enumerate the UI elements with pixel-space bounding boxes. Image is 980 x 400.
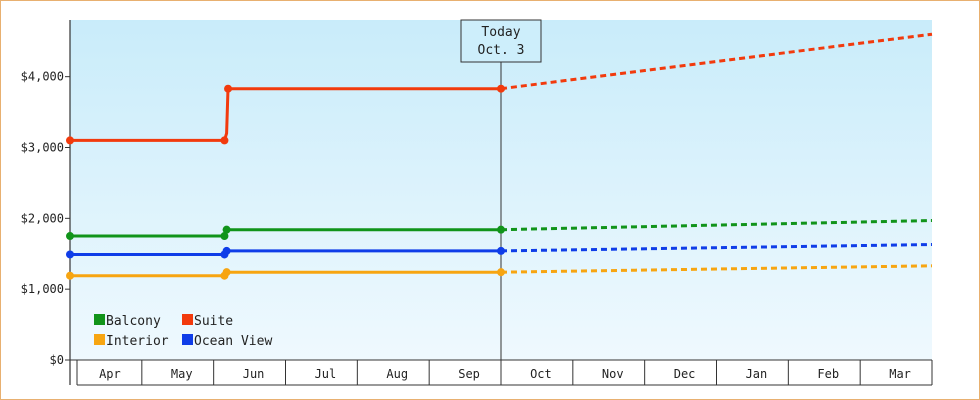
legend-swatch <box>182 334 193 345</box>
x-tick-label: Aug <box>386 367 408 381</box>
series-balcony-point <box>497 225 505 234</box>
series-ocean-view-point <box>222 246 231 255</box>
y-tick-label: $1,000 <box>21 282 64 296</box>
y-tick-label: $2,000 <box>21 211 64 225</box>
x-tick-label: Sep <box>458 367 480 381</box>
series-interior-forecast <box>500 264 933 274</box>
series-suite-point <box>224 84 233 93</box>
series-ocean-view-point <box>497 246 505 255</box>
series-group <box>66 32 933 280</box>
legend-swatch <box>94 334 105 345</box>
series-balcony-point <box>222 225 231 234</box>
y-axis-ticks: $0 $1,000 $2,000 $3,000 $4,000 <box>21 20 71 385</box>
series-interior-point <box>497 268 505 277</box>
today-date: Oct. 3 <box>478 43 525 58</box>
x-tick-label: Mar <box>889 367 911 381</box>
x-axis: Apr May Jun Jul Aug Sep Oct Nov Dec Jan Feb Mar <box>70 359 933 386</box>
series-balcony-point <box>220 232 229 241</box>
x-tick-label: Jun <box>243 367 265 381</box>
series-suite-line <box>70 87 501 142</box>
legend-label: Balcony <box>106 314 161 329</box>
x-tick-label: Apr <box>99 367 121 381</box>
legend-label: Interior <box>106 334 169 349</box>
legend: Balcony Suite Interior Ocean View <box>94 314 272 349</box>
y-tick-label: $4,000 <box>21 70 64 84</box>
series-interior-point <box>222 268 231 277</box>
legend-label: Ocean View <box>194 334 272 349</box>
today-box <box>460 19 542 63</box>
series-interior-point <box>66 271 74 280</box>
x-tick-label: May <box>171 367 193 381</box>
series-balcony-forecast <box>500 219 933 232</box>
series-suite-forecast <box>500 32 933 91</box>
x-tick-label: Oct <box>530 367 552 381</box>
series-ocean-view-point <box>66 250 74 259</box>
series-suite-point <box>220 136 229 145</box>
series-suite-point <box>497 84 505 93</box>
x-tick-label: Dec <box>674 367 696 381</box>
x-tick-label: Jan <box>746 367 768 381</box>
y-tick-label: $3,000 <box>21 141 64 155</box>
y-tick-label: $0 <box>50 353 64 367</box>
legend-swatch <box>182 314 193 325</box>
x-tick-label: Jul <box>315 367 337 381</box>
legend-swatch <box>94 314 105 325</box>
series-ocean-view-forecast <box>500 243 933 253</box>
today-marker: Today Oct. 3 <box>460 19 542 360</box>
series-suite-point <box>66 136 74 145</box>
x-tick-label: Nov <box>602 367 624 381</box>
series-balcony-point <box>66 232 74 241</box>
legend-label: Suite <box>194 314 233 329</box>
x-tick-label: Feb <box>817 367 839 381</box>
today-label: Today <box>481 25 520 40</box>
